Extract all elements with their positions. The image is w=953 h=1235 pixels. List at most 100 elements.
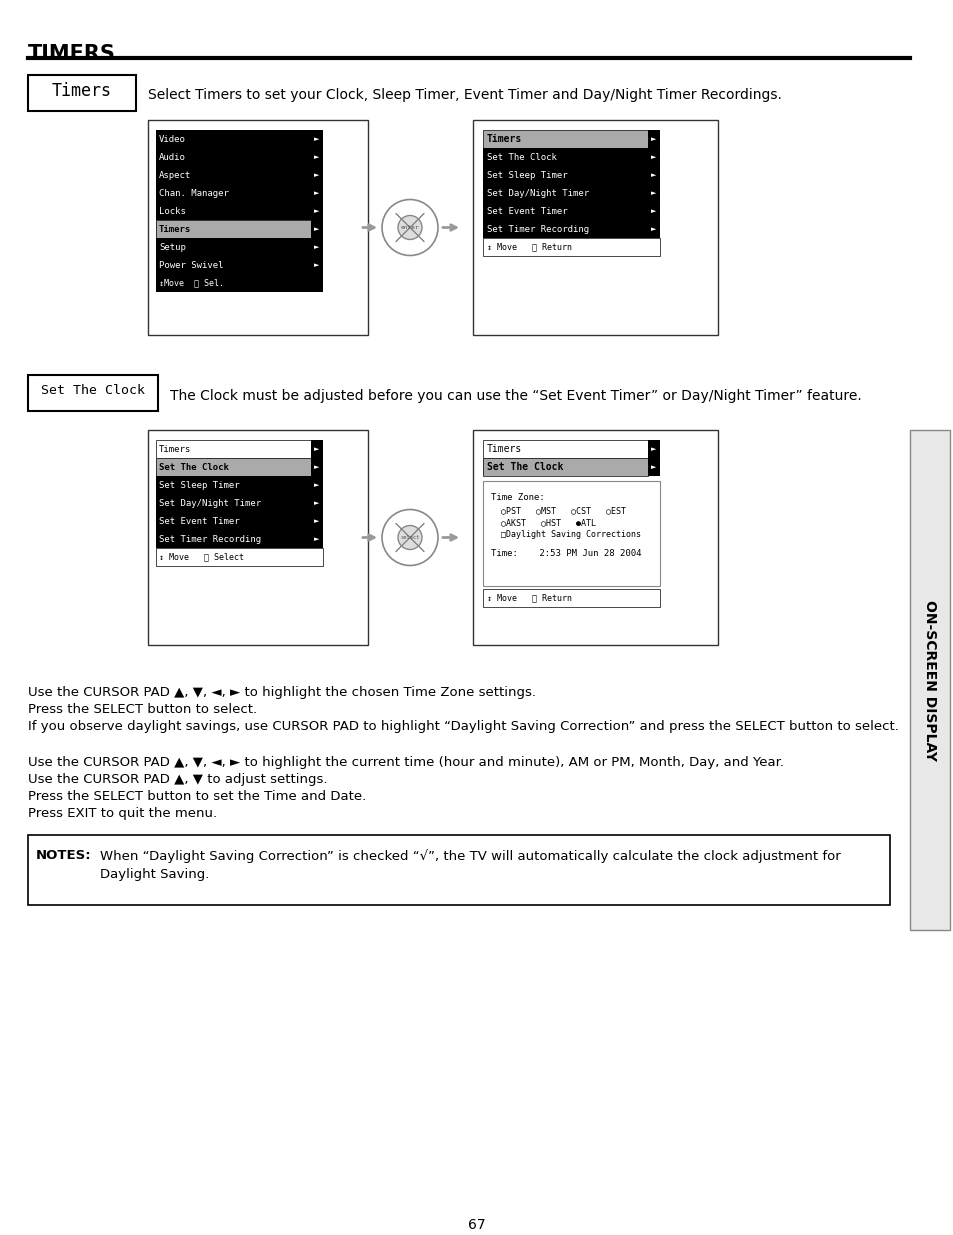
Bar [156,256,311,274]
Text: ►: ► [314,536,319,542]
Text: ↕ Move   Ⓢ Select: ↕ Move Ⓢ Select [159,552,244,562]
Text: ○PST   ○MST   ○CST   ○EST: ○PST ○MST ○CST ○EST [491,506,625,515]
Text: Select Timers to set your Clock, Sleep Timer, Event Timer and Day/Night Timer Re: Select Timers to set your Clock, Sleep T… [148,88,781,103]
Bar [311,256,323,274]
Bar [482,148,647,165]
Text: TIMERS: TIMERS [28,44,115,64]
Text: Set Sleep Timer: Set Sleep Timer [486,170,567,179]
Text: ►: ► [314,500,319,506]
Circle shape [397,215,421,240]
Bar [311,148,323,165]
Text: ►: ► [651,172,656,178]
Text: If you observe daylight savings, use CURSOR PAD to highlight “Daylight Saving Co: If you observe daylight savings, use CUR… [28,720,898,734]
Bar [647,220,659,238]
Text: ►: ► [314,172,319,178]
Text: ►: ► [314,464,319,471]
Text: Setup: Setup [159,242,186,252]
Text: Timers: Timers [52,82,112,100]
Bar [156,274,323,291]
Text: Power Swivel: Power Swivel [159,261,223,269]
Text: ►: ► [651,446,656,452]
Bar [28,75,136,111]
Bar [482,480,659,585]
Text: ►: ► [651,207,656,214]
Text: When “Daylight Saving Correction” is checked “√”, the TV will automatically calc: When “Daylight Saving Correction” is che… [100,848,840,863]
Text: Timers: Timers [486,445,521,454]
Text: ►: ► [314,190,319,196]
Bar [156,238,311,256]
Bar [311,530,323,548]
Text: Set The Clock: Set The Clock [486,152,557,162]
Bar [156,165,311,184]
Bar [473,120,718,335]
Text: Timers: Timers [159,445,191,453]
Text: Set The Clock: Set The Clock [159,462,229,472]
Bar [482,220,647,238]
Circle shape [381,200,437,256]
Bar [311,165,323,184]
Text: ►: ► [314,482,319,488]
Text: ►: ► [314,446,319,452]
Text: ►: ► [314,136,319,142]
Text: Set Event Timer: Set Event Timer [486,206,567,215]
Text: Locks: Locks [159,206,186,215]
Text: Set The Clock: Set The Clock [41,384,145,398]
Text: Use the CURSOR PAD ▲, ▼, ◄, ► to highlight the current time (hour and minute), A: Use the CURSOR PAD ▲, ▼, ◄, ► to highlig… [28,756,783,769]
Text: select: select [400,535,419,540]
Bar [156,475,311,494]
Text: Time Zone:: Time Zone: [491,493,544,501]
Text: Press the SELECT button to select.: Press the SELECT button to select. [28,703,257,716]
Bar [473,430,718,645]
Bar [148,430,368,645]
Bar [156,220,311,238]
Bar [482,458,647,475]
Text: ↕ Move   Ⓢ Return: ↕ Move Ⓢ Return [486,594,572,603]
Bar [311,458,323,475]
Bar [156,458,311,475]
Bar [909,430,949,930]
Text: Use the CURSOR PAD ▲, ▼, ◄, ► to highlight the chosen Time Zone settings.: Use the CURSOR PAD ▲, ▼, ◄, ► to highlig… [28,685,536,699]
Bar [148,120,368,335]
Text: Press the SELECT button to set the Time and Date.: Press the SELECT button to set the Time … [28,790,366,803]
Text: Set Day/Night Timer: Set Day/Night Timer [159,499,261,508]
Bar [647,184,659,203]
Text: ►: ► [651,226,656,232]
Bar [156,148,311,165]
Bar [647,458,659,475]
Text: ON-SCREEN DISPLAY: ON-SCREEN DISPLAY [923,599,936,761]
Bar [28,375,158,411]
Bar [647,440,659,458]
Bar [311,440,323,458]
Bar [482,458,647,475]
Text: ○AKST   ○HST   ●ATL: ○AKST ○HST ●ATL [491,517,596,527]
Text: ►: ► [314,245,319,249]
Bar [156,203,311,220]
Bar [311,184,323,203]
Circle shape [397,526,421,550]
Text: ►: ► [651,136,656,142]
Text: Press EXIT to quit the menu.: Press EXIT to quit the menu. [28,806,217,820]
Text: Set Event Timer: Set Event Timer [159,516,239,526]
Text: ►: ► [314,226,319,232]
Text: The Clock must be adjusted before you can use the “Set Event Timer” or Day/Night: The Clock must be adjusted before you ca… [170,389,861,403]
Bar [311,513,323,530]
Bar [311,220,323,238]
Bar [156,548,323,566]
Text: ↕Move  Ⓢ Sel.: ↕Move Ⓢ Sel. [159,279,224,288]
Text: Daylight Saving.: Daylight Saving. [100,868,209,881]
Text: enter: enter [400,225,419,230]
Bar [156,220,311,238]
Bar [647,165,659,184]
Bar [156,130,311,148]
Text: Set The Clock: Set The Clock [486,462,563,472]
Text: ►: ► [651,464,656,471]
Text: ►: ► [314,517,319,524]
Bar [482,184,647,203]
Text: Set Timer Recording: Set Timer Recording [486,225,589,233]
Bar [156,440,311,458]
Text: 67: 67 [468,1218,485,1233]
Bar [311,203,323,220]
Bar [482,203,647,220]
Bar [156,458,311,475]
Text: Time:    2:53 PM Jun 28 2004: Time: 2:53 PM Jun 28 2004 [491,550,640,558]
